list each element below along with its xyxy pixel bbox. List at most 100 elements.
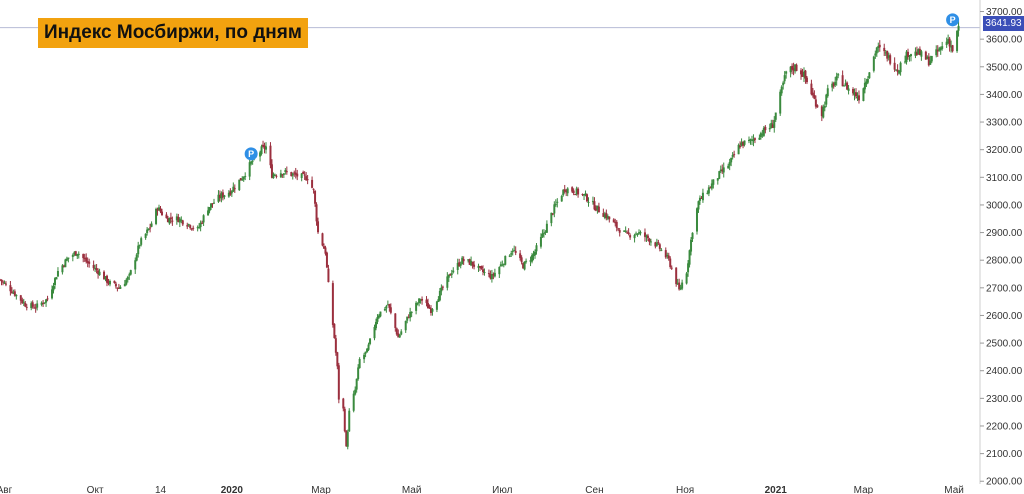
candle-body [562, 189, 565, 196]
candle-body [701, 192, 704, 201]
candle-body [406, 316, 409, 321]
candle-body [315, 204, 318, 222]
candle-body [53, 278, 56, 286]
candle-body [605, 212, 608, 219]
candle-body [22, 302, 25, 304]
candle-body [232, 186, 235, 192]
candle-body [593, 201, 596, 210]
candle-body [802, 71, 805, 77]
candle-body [177, 216, 180, 223]
candle-body [545, 223, 548, 233]
candle-body [918, 48, 921, 55]
candle-body [273, 174, 276, 176]
candle-body [800, 70, 803, 75]
candle-body [865, 81, 868, 85]
candle-body [479, 266, 482, 268]
candle-body [446, 276, 449, 288]
candle-body [773, 120, 776, 128]
candle-body [749, 139, 752, 141]
candle-body [92, 265, 95, 269]
candle-body [281, 174, 284, 176]
candle-body [467, 259, 470, 261]
candle-body [221, 192, 224, 198]
candle-body [633, 234, 636, 239]
candle-body [583, 194, 586, 196]
candle-body [915, 52, 918, 55]
candle-body [229, 191, 232, 195]
candle-body [929, 60, 932, 65]
candle-body [61, 265, 64, 273]
candle-body [129, 270, 132, 275]
candle-body [889, 55, 892, 64]
candle-body [43, 302, 46, 304]
candle-body [147, 228, 150, 230]
candle-body [957, 25, 960, 31]
dividend-marker[interactable]: P [946, 13, 960, 27]
candle-body [410, 311, 413, 314]
y-tick-label: 2900.00 [986, 228, 1023, 239]
candle-body [816, 105, 819, 108]
candle-body [116, 287, 119, 289]
candle-body [513, 250, 516, 252]
candle-body [586, 194, 589, 202]
candle-body [730, 157, 733, 163]
candle-body [346, 431, 349, 447]
x-tick-label: Май [402, 485, 422, 494]
candle-body [606, 215, 609, 219]
candle-body [643, 232, 646, 237]
candle-body [104, 276, 107, 280]
candle-body [602, 213, 605, 217]
candle-body [302, 171, 305, 174]
candle-body [739, 145, 742, 147]
candle-body [437, 299, 440, 302]
candle-body [447, 274, 450, 278]
candle-body [820, 106, 823, 117]
candle-body [462, 259, 465, 262]
candle-body [753, 138, 756, 140]
candle-body [541, 233, 544, 237]
candle-body [73, 252, 76, 255]
x-tick-label: Сен [585, 485, 603, 494]
x-tick-label: Ноя [676, 485, 694, 494]
candle-body [591, 201, 594, 203]
candle-body [199, 222, 202, 228]
x-axis: Авг Окт 14 2020 Мар Май Июл Сен Ноя 2021 Мар Май [0, 485, 964, 494]
candle-body [635, 233, 638, 235]
candle-body [159, 208, 162, 212]
candle-body [791, 65, 794, 70]
candle-body [612, 219, 615, 223]
dividend-marker[interactable]: P [244, 147, 258, 161]
candle-body [737, 144, 740, 155]
candle-body [508, 255, 511, 257]
candle-body [743, 140, 746, 145]
candle-body [483, 271, 486, 273]
candle-body [872, 56, 875, 71]
candle-body [501, 264, 504, 266]
candle-body [211, 203, 214, 205]
candle-body [712, 179, 715, 185]
markers-group: PP [244, 13, 960, 161]
candle-body [263, 145, 266, 149]
candle-body [74, 251, 77, 256]
candle-body [624, 230, 627, 232]
candle-body [560, 196, 563, 202]
candle-body [334, 338, 337, 353]
y-tick-label: 2700.00 [986, 283, 1023, 294]
candle-body [83, 258, 86, 260]
candle-body [844, 83, 847, 85]
candle-body [290, 172, 293, 176]
candle-body [544, 231, 547, 233]
x-tick-label: Окт [87, 485, 104, 494]
candle-body [135, 254, 138, 261]
candle-body [196, 227, 199, 229]
candle-body [577, 188, 580, 195]
candle-body [718, 171, 721, 179]
candle-body [768, 127, 771, 130]
candle-body [363, 354, 366, 360]
candle-body [789, 66, 792, 73]
candle-body [296, 173, 299, 177]
candle-body [597, 206, 600, 213]
candle-body [813, 94, 816, 99]
candle-body [657, 242, 660, 244]
